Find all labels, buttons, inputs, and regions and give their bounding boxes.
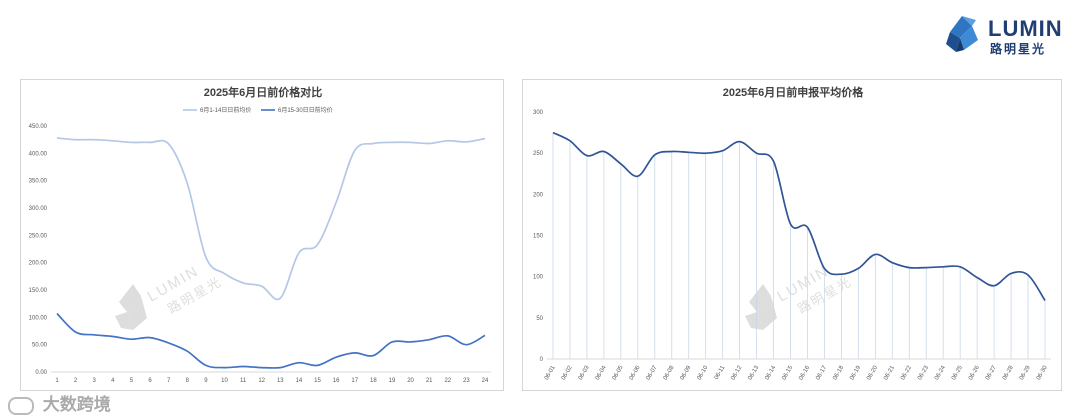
x-tick-label: 4 bbox=[111, 378, 115, 384]
x-tick-label: 1 bbox=[55, 378, 59, 384]
x-tick-label: 06-13 bbox=[747, 364, 760, 381]
x-tick-label: 8 bbox=[186, 378, 190, 384]
x-tick-label: 06-24 bbox=[934, 364, 947, 381]
y-tick-label: 100 bbox=[533, 275, 544, 281]
x-tick-label: 06-11 bbox=[714, 364, 727, 380]
legend-label-series-1: 6月1-14日日前均价 bbox=[200, 106, 251, 114]
x-tick-label: 23 bbox=[463, 378, 470, 384]
x-tick-label: 06-26 bbox=[968, 364, 981, 381]
x-tick-label: 06-09 bbox=[680, 364, 693, 381]
chart-title: 2025年6月日前申报平均价格 bbox=[723, 85, 865, 99]
x-tick-label: 06-27 bbox=[985, 364, 998, 381]
y-axis: 0.00 50.00 100.00 150.00 200.00 250.00 300.00 3… bbox=[29, 124, 48, 376]
brand-subtitle: 路明星光 bbox=[990, 42, 1047, 56]
footer-watermark: 大数跨境 bbox=[8, 390, 111, 415]
x-axis: 1 2 3 4 5 6 7 8 9 10 11 12 13 14 15 16 17 18 19 20 21 22 23 24 bbox=[51, 371, 491, 384]
chart-panel-declared-average-price: 2025年6月日前申报平均价格 LUMIN 路明星光 0 50 100 150 200 2… bbox=[522, 79, 1062, 391]
x-tick-label: 3 bbox=[93, 378, 97, 384]
chart-title: 2025年6月日前价格对比 bbox=[204, 85, 323, 99]
y-tick-label: 0.00 bbox=[35, 370, 47, 376]
legend-label-series-2: 6月15-30日日前均价 bbox=[278, 106, 333, 114]
x-tick-label: 06-08 bbox=[663, 364, 676, 381]
y-tick-label: 350.00 bbox=[29, 179, 48, 185]
x-tick-label: 16 bbox=[333, 378, 340, 384]
x-tick-label: 15 bbox=[314, 378, 321, 384]
x-tick-label: 22 bbox=[444, 378, 451, 384]
y-tick-label: 150 bbox=[533, 234, 544, 240]
y-axis: 0 50 100 150 200 250 300 bbox=[533, 110, 544, 363]
x-tick-label: 06-28 bbox=[1002, 364, 1015, 381]
y-tick-label: 400.00 bbox=[29, 151, 48, 157]
x-tick-label: 9 bbox=[204, 378, 208, 384]
x-tick-label: 7 bbox=[167, 378, 171, 384]
plot-area bbox=[552, 131, 1046, 301]
x-tick-label: 06-05 bbox=[612, 364, 625, 381]
y-tick-label: 0 bbox=[540, 357, 544, 363]
x-tick-label: 06-10 bbox=[697, 364, 710, 381]
x-tick-label: 06-22 bbox=[900, 364, 913, 381]
x-tick-label: 06-06 bbox=[629, 364, 642, 381]
chart-panel-price-comparison: 2025年6月日前价格对比 6月1-14日日前均价 6月15-30日日前均价 L… bbox=[20, 79, 504, 391]
x-tick-label: 06-01 bbox=[544, 364, 557, 381]
x-tick-label: 14 bbox=[296, 378, 303, 384]
x-tick-label: 19 bbox=[389, 378, 396, 384]
x-tick-label: 06-25 bbox=[951, 364, 964, 381]
series-line-1 bbox=[56, 137, 486, 301]
x-tick-label: 06-15 bbox=[781, 364, 794, 381]
x-tick-label: 06-14 bbox=[764, 364, 777, 381]
y-tick-label: 50 bbox=[536, 316, 543, 322]
y-tick-label: 200 bbox=[533, 192, 544, 198]
x-tick-label: 13 bbox=[277, 378, 284, 384]
y-tick-label: 300.00 bbox=[29, 206, 48, 212]
footer-text: 大数跨境 bbox=[42, 395, 111, 414]
declared-average-price-chart: 2025年6月日前申报平均价格 LUMIN 路明星光 0 50 100 150 200 2… bbox=[533, 85, 1051, 381]
x-tick-label: 06-07 bbox=[646, 364, 659, 381]
x-tick-label: 06-18 bbox=[832, 364, 845, 381]
x-tick-label: 06-03 bbox=[578, 364, 591, 381]
y-tick-label: 200.00 bbox=[29, 261, 48, 267]
x-tick-label: 5 bbox=[130, 378, 134, 384]
series-line-1 bbox=[552, 131, 1046, 301]
x-tick-label: 2 bbox=[74, 378, 78, 384]
x-tick-label: 06-19 bbox=[849, 364, 862, 381]
brand-logo: LUMIN 路明星光 bbox=[940, 10, 1062, 58]
y-tick-label: 150.00 bbox=[29, 288, 48, 294]
x-tick-label: 06-21 bbox=[883, 364, 896, 381]
y-tick-label: 450.00 bbox=[29, 124, 48, 130]
drop-lines bbox=[552, 132, 1046, 359]
x-tick-label: 06-17 bbox=[815, 364, 828, 381]
x-tick-label: 24 bbox=[482, 378, 489, 384]
x-tick-label: 10 bbox=[221, 378, 228, 384]
x-tick-label: 06-02 bbox=[561, 364, 574, 381]
x-tick-label: 17 bbox=[351, 378, 358, 384]
series-line-2 bbox=[56, 312, 486, 369]
y-tick-label: 300 bbox=[533, 110, 544, 116]
plot-area bbox=[56, 137, 486, 369]
x-tick-label: 6 bbox=[148, 378, 152, 384]
x-tick-label: 18 bbox=[370, 378, 377, 384]
x-tick-label: 12 bbox=[258, 378, 265, 384]
x-tick-label: 11 bbox=[240, 378, 247, 384]
y-tick-label: 250.00 bbox=[29, 233, 48, 239]
x-tick-label: 06-16 bbox=[798, 364, 811, 381]
brand-name: LUMIN bbox=[988, 16, 1063, 41]
y-tick-label: 250 bbox=[533, 151, 544, 157]
x-tick-label: 06-04 bbox=[595, 364, 608, 381]
crystal-logo-icon bbox=[946, 16, 978, 52]
x-tick-label: 06-20 bbox=[866, 364, 879, 381]
x-tick-label: 06-12 bbox=[730, 364, 743, 381]
chart-legend: 6月1-14日日前均价 6月15-30日日前均价 bbox=[183, 106, 333, 114]
y-tick-label: 100.00 bbox=[29, 315, 48, 321]
x-tick-label: 06-23 bbox=[917, 364, 930, 381]
x-tick-label: 21 bbox=[426, 378, 433, 384]
chart-watermark: LUMIN 路明星光 bbox=[745, 262, 854, 330]
chart-watermark: LUMIN 路明星光 bbox=[115, 262, 224, 330]
price-comparison-chart: 2025年6月日前价格对比 6月1-14日日前均价 6月15-30日日前均价 L… bbox=[29, 85, 491, 384]
y-tick-label: 50.00 bbox=[32, 343, 48, 349]
watermark-logo-icon bbox=[8, 396, 34, 415]
x-tick-label: 06-30 bbox=[1036, 364, 1049, 381]
x-tick-label: 20 bbox=[407, 378, 414, 384]
x-axis: 06-01 06-02 06-03 06-04 06-05 06-06 06-07 06-08… bbox=[544, 358, 1051, 381]
x-tick-label: 06-29 bbox=[1019, 364, 1032, 381]
